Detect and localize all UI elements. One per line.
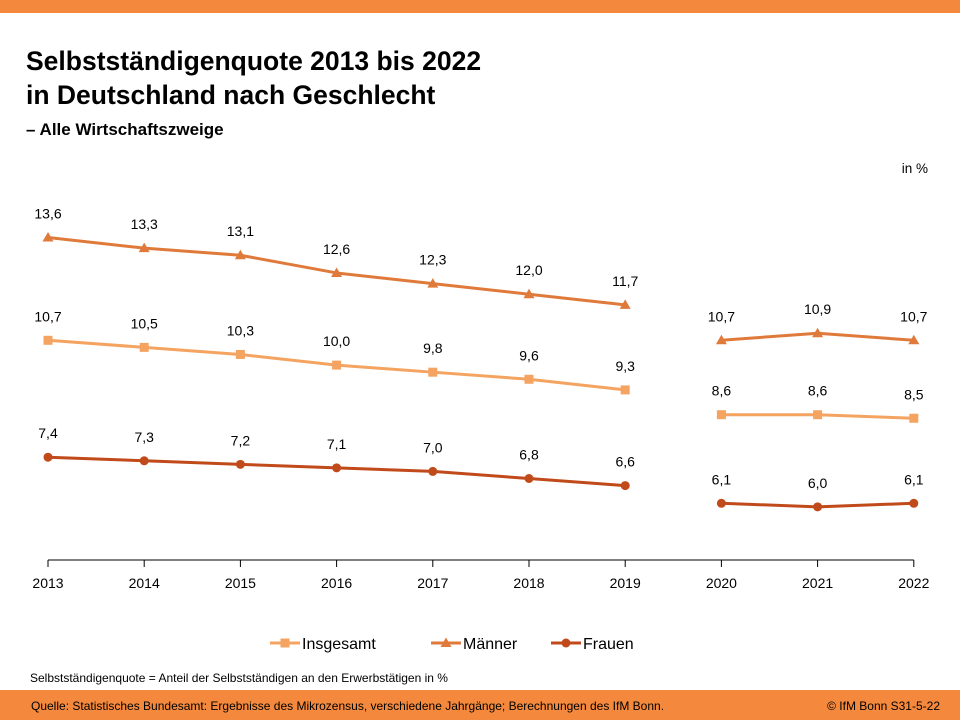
data-point-insgesamt [428,367,438,377]
data-point-frauen [524,473,534,483]
data-label-frauen: 7,2 [231,432,251,448]
legend-marker-insgesamt [280,638,290,648]
x-tick-label-2015: 2015 [225,575,256,591]
legend-label-maenner: Männer [463,636,518,653]
data-point-insgesamt [524,374,534,384]
data-point-maenner [908,334,920,345]
data-label-maenner: 11,7 [612,273,638,289]
data-point-maenner [523,288,535,299]
data-label-maenner: 12,6 [323,241,350,257]
data-label-insgesamt: 9,6 [519,347,539,363]
x-tick-label-2019: 2019 [610,575,641,591]
data-label-maenner: 10,7 [900,308,927,324]
data-label-insgesamt: 8,6 [712,383,732,399]
footer-bar [0,690,960,720]
legend-marker-frauen [561,638,571,648]
title-line-2: in Deutschland nach Geschlecht [26,80,436,110]
data-label-maenner: 10,9 [804,301,831,317]
data-label-frauen: 6,6 [615,454,635,470]
data-label-frauen: 6,1 [712,471,732,487]
x-tick-label-2021: 2021 [802,575,833,591]
data-point-maenner [331,267,343,277]
data-point-insgesamt [332,360,342,370]
copyright-note: © IfM Bonn S31-5-22 [827,699,940,713]
data-point-maenner [42,232,54,242]
data-point-frauen [43,452,53,462]
data-point-frauen [332,463,342,473]
data-point-frauen [235,459,245,469]
unit-label: in % [901,161,928,176]
data-point-insgesamt [716,410,726,420]
data-label-maenner: 13,6 [34,206,61,222]
data-point-maenner [427,278,439,288]
data-label-maenner: 13,1 [227,223,254,239]
data-label-maenner: 10,7 [708,308,735,324]
data-label-frauen: 7,3 [134,429,154,445]
data-point-maenner [234,249,246,260]
subtitle: – Alle Wirtschaftszweige [26,120,224,139]
data-label-insgesamt: 10,5 [131,315,158,331]
data-label-insgesamt: 10,0 [323,333,350,349]
data-point-maenner [619,299,631,309]
x-tick-label-2014: 2014 [129,575,160,591]
data-point-insgesamt [813,410,823,420]
data-point-frauen [716,498,726,508]
data-point-maenner [715,334,727,345]
data-point-insgesamt [43,335,53,345]
definition-note: Selbstständigenquote = Anteil der Selbst… [30,671,448,685]
x-tick-label-2017: 2017 [417,575,448,591]
data-label-maenner: 12,3 [419,252,446,268]
data-point-frauen [813,502,823,512]
x-tick-label-2018: 2018 [513,575,544,591]
data-label-frauen: 6,0 [808,475,828,491]
data-label-frauen: 6,8 [519,446,539,462]
data-label-insgesamt: 10,3 [227,322,254,338]
legend-label-insgesamt: Insgesamt [302,636,376,653]
x-tick-label-2022: 2022 [898,575,929,591]
data-point-maenner [138,242,150,253]
data-label-insgesamt: 8,5 [904,386,924,402]
data-label-frauen: 7,1 [327,436,347,452]
data-point-frauen [428,466,438,476]
data-point-insgesamt [139,342,149,352]
data-label-insgesamt: 8,6 [808,383,828,399]
data-point-frauen [909,498,919,508]
data-point-insgesamt [620,385,630,395]
data-label-insgesamt: 10,7 [34,308,61,324]
data-point-insgesamt [909,413,919,423]
source-note: Quelle: Statistisches Bundesamt: Ergebni… [31,699,665,713]
data-label-maenner: 12,0 [515,262,542,278]
page-title: Selbstständigenquote 2013 bis 2022 in De… [26,44,481,112]
data-label-insgesamt: 9,8 [423,340,443,356]
data-point-maenner [812,327,824,338]
data-label-frauen: 6,1 [904,471,924,487]
x-tick-label-2013: 2013 [32,575,63,591]
x-tick-label-2020: 2020 [706,575,737,591]
data-label-insgesamt: 9,3 [615,358,635,374]
x-tick-label-2016: 2016 [321,575,352,591]
legend-label-frauen: Frauen [583,636,634,653]
data-point-frauen [139,456,149,466]
data-point-insgesamt [235,349,245,359]
legend-marker-maenner [440,637,452,647]
data-label-maenner: 13,3 [131,216,158,232]
top-accent-bar [0,0,960,13]
data-label-frauen: 7,4 [38,425,58,441]
data-label-frauen: 7,0 [423,439,443,455]
title-line-1: Selbstständigenquote 2013 bis 2022 [26,46,482,76]
data-point-frauen [620,481,630,491]
